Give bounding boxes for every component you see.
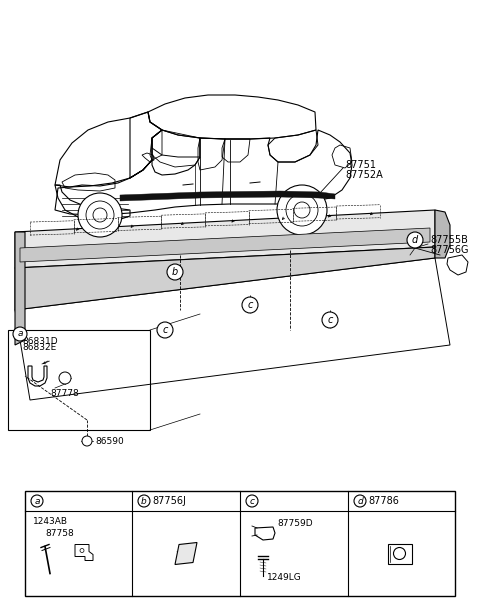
Circle shape <box>246 495 258 507</box>
Polygon shape <box>20 228 430 262</box>
Circle shape <box>31 495 43 507</box>
Text: a: a <box>34 496 40 505</box>
Text: 86590: 86590 <box>95 436 124 445</box>
Circle shape <box>277 185 327 235</box>
Text: 1243AB: 1243AB <box>33 516 68 525</box>
Circle shape <box>157 322 173 338</box>
Text: c: c <box>250 496 254 505</box>
Text: 86832E: 86832E <box>22 344 56 353</box>
Text: 1249LG: 1249LG <box>267 573 302 582</box>
Text: 87751: 87751 <box>345 160 376 170</box>
Text: 87758: 87758 <box>45 528 74 538</box>
Bar <box>25 491 455 596</box>
Text: 87756J: 87756J <box>152 496 186 506</box>
Circle shape <box>167 264 183 280</box>
Polygon shape <box>15 210 435 268</box>
Polygon shape <box>15 232 25 345</box>
Circle shape <box>78 193 122 237</box>
Text: 87759D: 87759D <box>277 519 312 527</box>
Bar <box>8 330 150 430</box>
Text: 87786: 87786 <box>368 496 399 506</box>
Text: 87778: 87778 <box>50 388 79 398</box>
Text: b: b <box>172 267 178 277</box>
Text: 87752A: 87752A <box>345 170 383 180</box>
Text: 87756G: 87756G <box>430 245 468 255</box>
Text: d: d <box>357 496 363 505</box>
Circle shape <box>13 327 27 341</box>
Text: c: c <box>327 315 333 325</box>
Circle shape <box>322 312 338 328</box>
Circle shape <box>82 436 92 446</box>
Text: 86831D: 86831D <box>22 336 58 345</box>
Circle shape <box>407 232 423 248</box>
Circle shape <box>354 495 366 507</box>
Polygon shape <box>15 247 435 310</box>
Polygon shape <box>435 210 450 258</box>
Polygon shape <box>175 542 197 565</box>
Circle shape <box>138 495 150 507</box>
Circle shape <box>59 372 71 384</box>
Text: 87755B: 87755B <box>430 235 468 245</box>
Text: b: b <box>141 496 147 505</box>
Text: d: d <box>412 235 418 245</box>
Circle shape <box>242 297 258 313</box>
Polygon shape <box>120 191 335 201</box>
Text: c: c <box>162 325 168 335</box>
Text: c: c <box>247 300 252 310</box>
Text: a: a <box>17 330 23 339</box>
